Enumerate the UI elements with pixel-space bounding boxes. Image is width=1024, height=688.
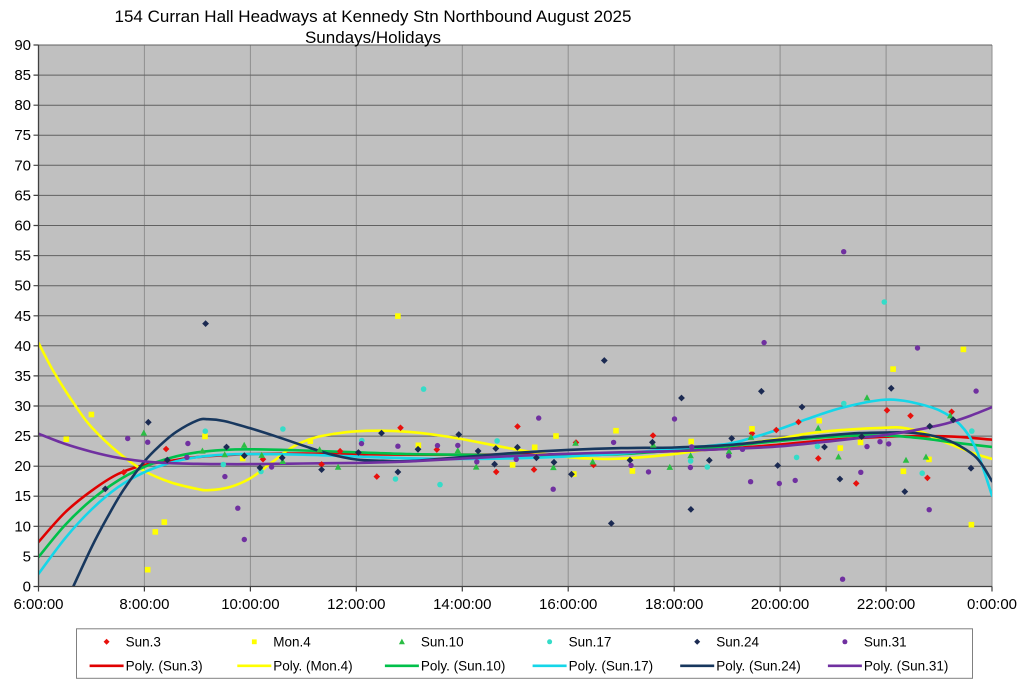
svg-text:22:00:00: 22:00:00 [857, 596, 915, 613]
svg-text:Poly. (Mon.4): Poly. (Mon.4) [273, 659, 352, 674]
svg-text:45: 45 [14, 308, 31, 325]
svg-text:Sun.17: Sun.17 [569, 635, 612, 650]
svg-text:30: 30 [14, 398, 31, 415]
svg-text:40: 40 [14, 338, 31, 355]
svg-text:10:00:00: 10:00:00 [221, 596, 279, 613]
svg-text:20: 20 [14, 458, 31, 475]
svg-text:18:00:00: 18:00:00 [645, 596, 703, 613]
svg-text:Poly. (Sun.24): Poly. (Sun.24) [716, 659, 801, 674]
svg-text:8:00:00: 8:00:00 [119, 596, 169, 613]
svg-text:12:00:00: 12:00:00 [327, 596, 385, 613]
svg-text:50: 50 [14, 278, 31, 295]
svg-text:Poly. (Sun.3): Poly. (Sun.3) [126, 659, 203, 674]
svg-text:154 Curran Hall Headways at Ke: 154 Curran Hall Headways at Kennedy Stn … [115, 7, 632, 26]
svg-text:60: 60 [14, 218, 31, 235]
svg-text:35: 35 [14, 368, 31, 385]
svg-text:Sundays/Holidays: Sundays/Holidays [305, 28, 441, 47]
svg-text:70: 70 [14, 157, 31, 174]
svg-text:80: 80 [14, 97, 31, 114]
svg-text:Sun.31: Sun.31 [864, 635, 907, 650]
svg-text:6:00:00: 6:00:00 [13, 596, 63, 613]
svg-text:75: 75 [14, 127, 31, 144]
svg-text:Mon.4: Mon.4 [273, 635, 311, 650]
svg-text:20:00:00: 20:00:00 [751, 596, 809, 613]
svg-text:10: 10 [14, 518, 31, 535]
svg-text:Sun.10: Sun.10 [421, 635, 464, 650]
svg-text:5: 5 [23, 548, 31, 565]
svg-text:Poly. (Sun.31): Poly. (Sun.31) [864, 659, 949, 674]
svg-text:16:00:00: 16:00:00 [539, 596, 597, 613]
svg-text:Sun.24: Sun.24 [716, 635, 759, 650]
svg-text:15: 15 [14, 488, 31, 505]
svg-text:55: 55 [14, 248, 31, 265]
svg-text:90: 90 [14, 37, 31, 54]
svg-text:14:00:00: 14:00:00 [433, 596, 491, 613]
svg-text:0:00:00: 0:00:00 [967, 596, 1017, 613]
svg-text:Poly. (Sun.17): Poly. (Sun.17) [569, 659, 654, 674]
svg-text:0: 0 [23, 579, 31, 596]
svg-text:65: 65 [14, 187, 31, 204]
svg-text:85: 85 [14, 67, 31, 84]
svg-text:Poly. (Sun.10): Poly. (Sun.10) [421, 659, 506, 674]
svg-text:25: 25 [14, 428, 31, 445]
svg-text:Sun.3: Sun.3 [126, 635, 161, 650]
